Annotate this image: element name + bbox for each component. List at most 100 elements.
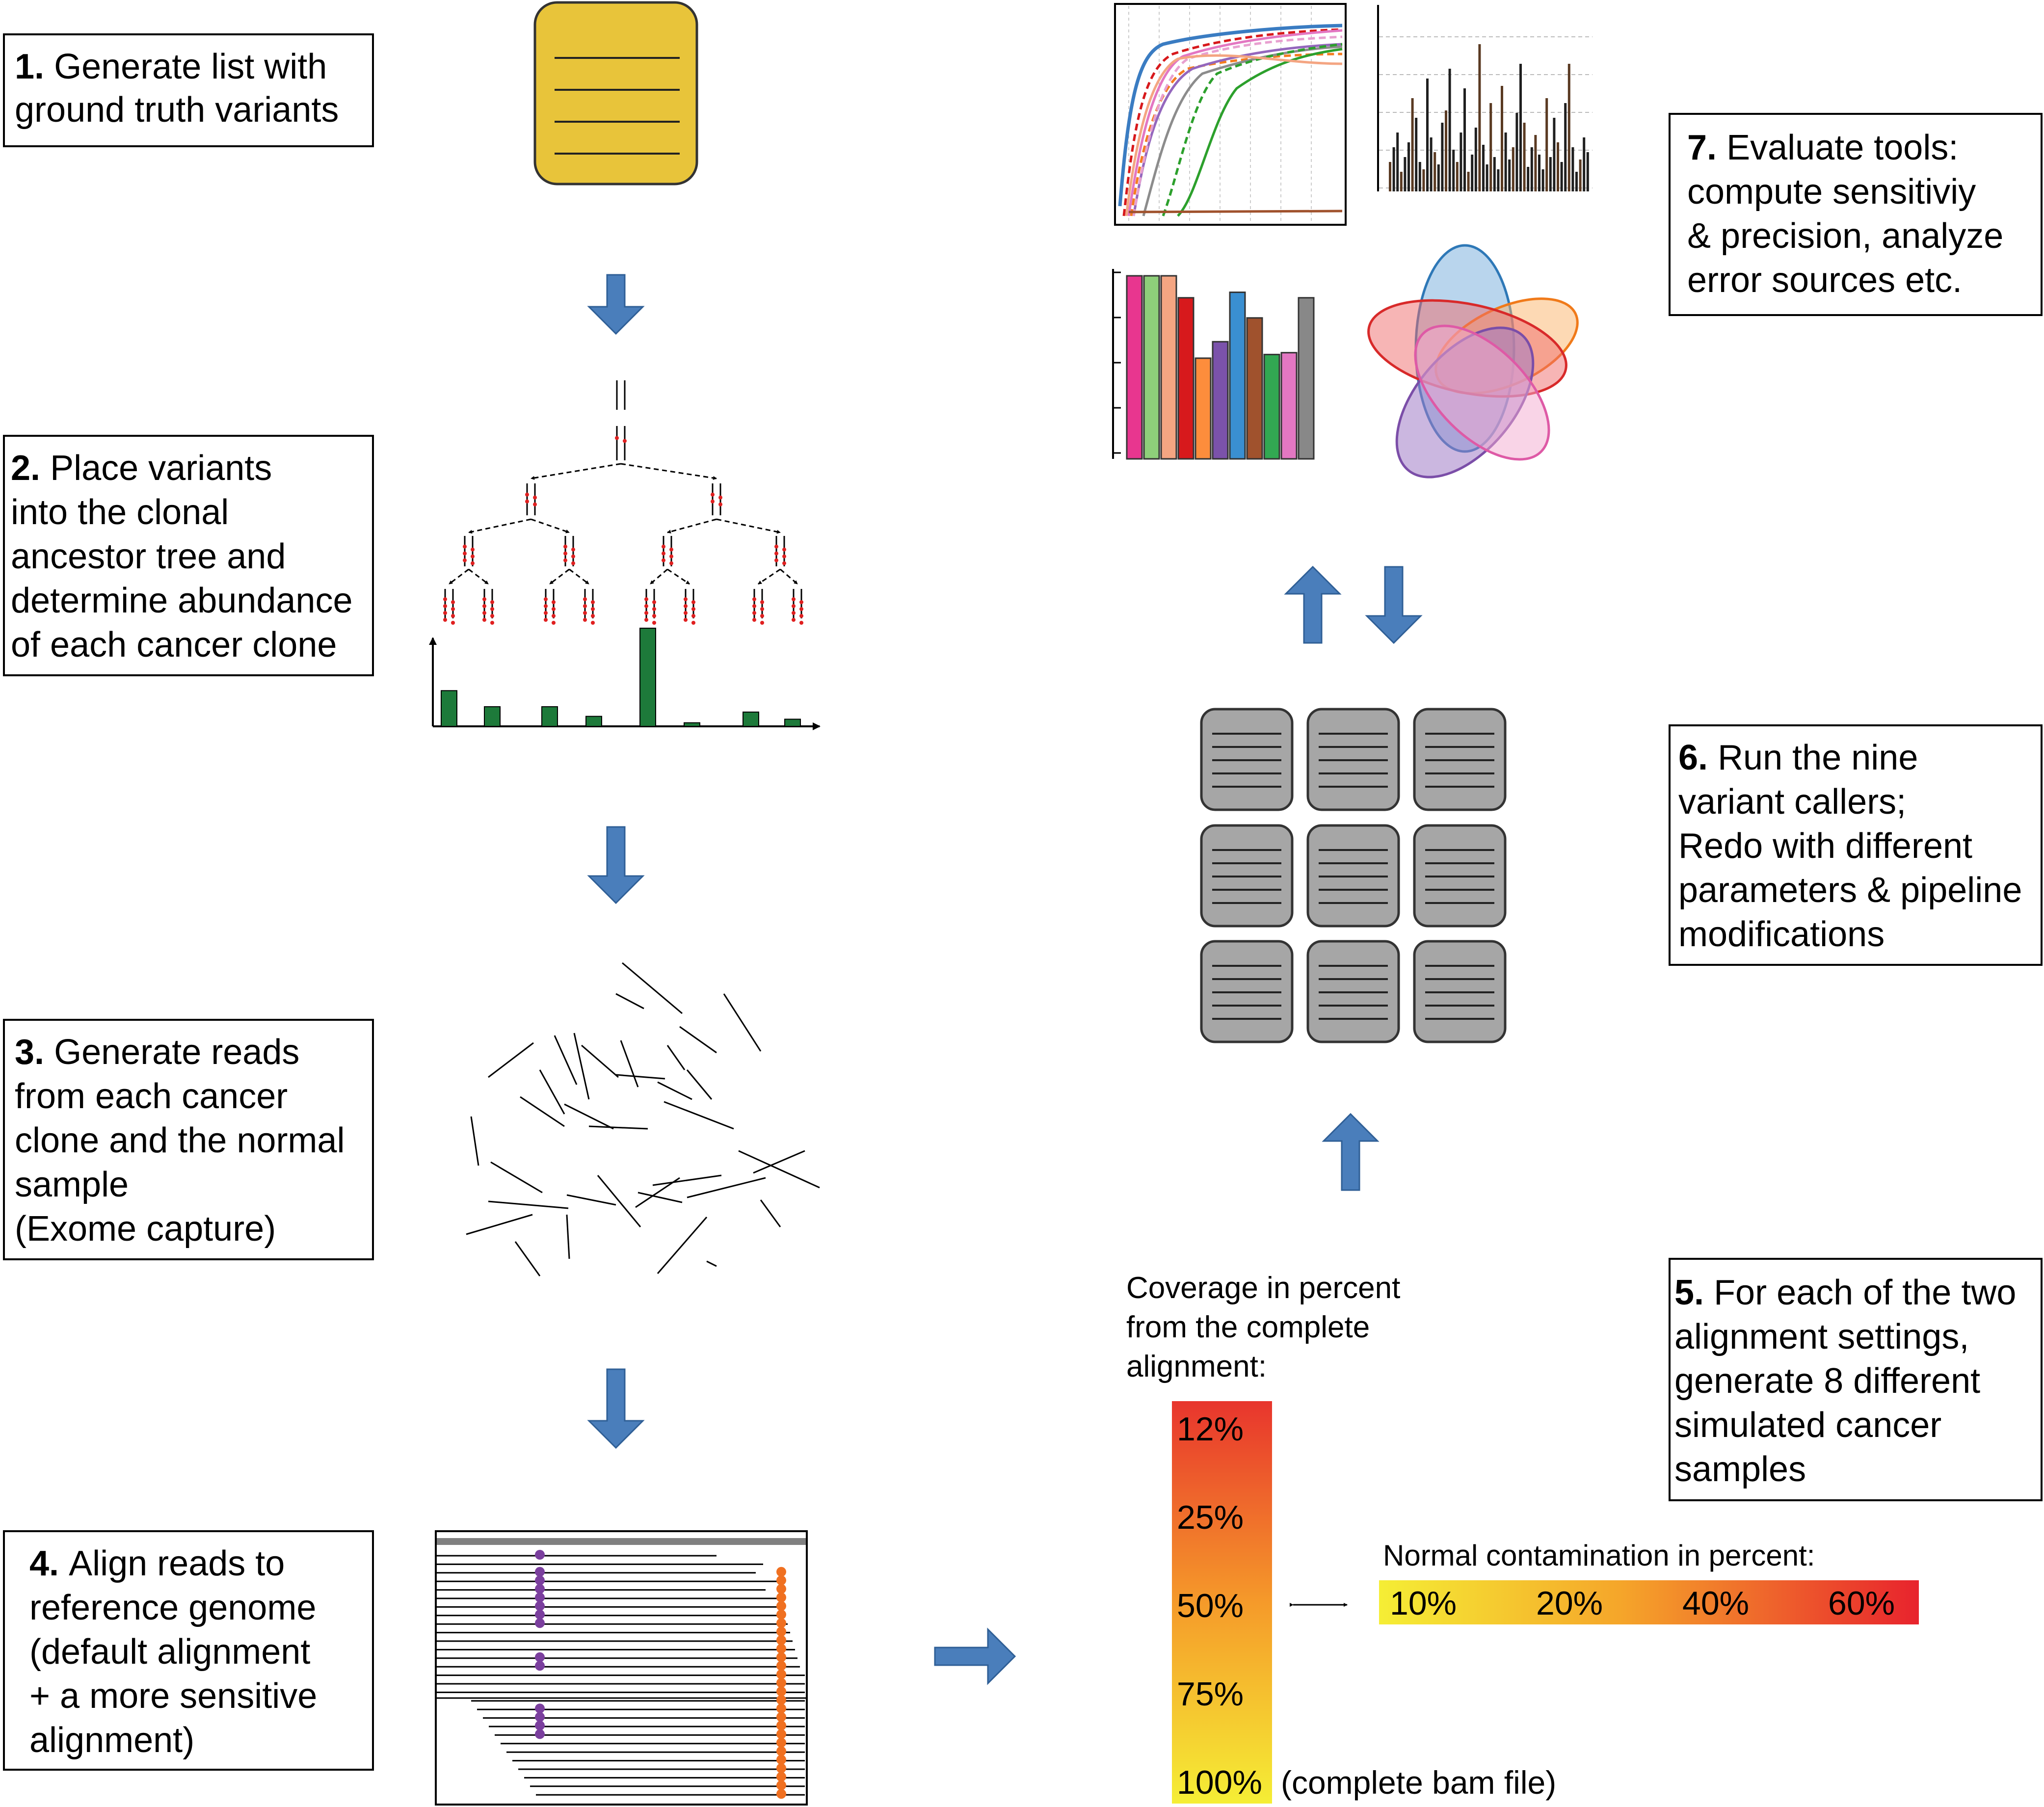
variant-dot-orange <box>776 1678 786 1688</box>
step-2-text-line: into the clonal <box>11 493 229 532</box>
sensitivity-curve <box>1125 54 1343 216</box>
mutation-mark <box>490 600 494 604</box>
sequencing-read <box>539 1069 565 1115</box>
variant-dot-orange <box>776 1737 786 1748</box>
clonal-ancestor-tree <box>443 380 803 625</box>
step-3-text-line: 3. Generate reads <box>15 1033 299 1072</box>
step-4-box: 4. Align reads to reference genome (defaul… <box>3 1530 374 1771</box>
variant-dot-orange <box>776 1584 786 1594</box>
step-1-text-line: 1. Generate list with <box>15 47 327 86</box>
flow-arrow-down <box>1365 566 1423 644</box>
sequencing-read <box>622 962 683 1014</box>
mutation-mark <box>583 597 587 601</box>
step-number: 6. <box>1678 738 1718 777</box>
coverage-note: (complete bam file) <box>1281 1764 1556 1801</box>
error-source-bar <box>1478 44 1481 191</box>
error-source-bar <box>1430 137 1433 191</box>
error-source-bar <box>1586 152 1589 191</box>
summary-bar <box>1298 297 1315 460</box>
step-6-text-line: variant callers; <box>1678 782 1906 822</box>
chromosome-pair <box>482 589 494 625</box>
sequencing-read <box>466 1214 533 1235</box>
variant-dot-purple <box>535 1609 545 1620</box>
mutation-mark <box>552 600 556 604</box>
mutation-mark <box>774 544 778 549</box>
mutation-mark <box>471 554 475 558</box>
mutation-mark <box>760 600 764 604</box>
variant-dot-purple <box>535 1584 545 1594</box>
venn-ellipse-pink <box>1414 324 1550 461</box>
chromosome-pair <box>544 589 556 625</box>
coverage-title: Coverage in percent from the complete alig… <box>1126 1271 1400 1383</box>
clone-abundance-bar <box>585 716 602 727</box>
mutation-mark <box>591 621 595 625</box>
flow-arrow-right <box>934 1627 1016 1685</box>
error-source-bar <box>1545 98 1548 191</box>
chromosome-pair <box>774 536 786 566</box>
variant-dot-orange <box>776 1609 786 1620</box>
mutation-mark <box>525 499 529 504</box>
error-source-bar <box>1463 88 1466 191</box>
mutation-mark <box>623 439 627 443</box>
flow-arrow-down <box>587 274 645 335</box>
variant-dot-purple <box>535 1661 545 1671</box>
mutation-mark <box>684 618 688 622</box>
mutation-mark <box>544 604 548 608</box>
mutation-mark <box>563 558 567 562</box>
error-source-bar <box>1530 147 1533 191</box>
lineage-edge <box>780 568 798 585</box>
error-source-bar <box>1389 162 1391 191</box>
summary-bar <box>1212 341 1229 460</box>
error-source-bar <box>1418 162 1421 191</box>
mutation-mark <box>799 607 803 611</box>
mutation-mark <box>684 597 688 601</box>
error-source-bar <box>1392 147 1395 191</box>
mutation-mark <box>669 561 673 565</box>
lineage-edge <box>468 568 489 585</box>
mutation-mark <box>652 600 656 604</box>
coverage-level-label: 75% <box>1177 1675 1244 1713</box>
mutation-mark <box>752 597 756 601</box>
mutation-mark <box>782 554 786 558</box>
mutation-mark <box>752 604 756 608</box>
clone-abundance-chart <box>429 628 821 730</box>
sequencing-read <box>738 1150 820 1189</box>
error-source-bar <box>1471 155 1474 191</box>
mutation-mark <box>782 561 786 565</box>
sequencing-read <box>490 1161 543 1194</box>
step-5-text-line: samples <box>1674 1450 1806 1489</box>
error-source-bar <box>1486 164 1488 191</box>
mutation-mark <box>451 621 455 625</box>
lineage-edge <box>716 518 781 534</box>
sequencing-read <box>488 1200 569 1209</box>
variant-dot-orange <box>776 1695 786 1705</box>
mutation-mark <box>591 614 595 618</box>
step-2-text-line: 2. Place variants <box>11 449 272 488</box>
venn-diagram <box>1367 244 1579 478</box>
chromosome-pair <box>662 536 673 566</box>
mutation-mark <box>792 604 796 608</box>
sensitivity-curve <box>1130 53 1343 216</box>
step-6-text-line: Redo with different <box>1678 826 1972 866</box>
sequencing-read <box>554 1035 578 1085</box>
sequencing-read <box>637 1192 683 1203</box>
sequencing-read <box>753 1150 805 1174</box>
variant-list-icon <box>533 1 698 186</box>
contamination-level-label: 10% <box>1390 1585 1457 1622</box>
mutation-mark <box>752 618 756 622</box>
variant-caller-server <box>1200 940 1294 1043</box>
lineage-edge <box>549 568 570 585</box>
read-alignment-view <box>435 1530 808 1806</box>
mutation-mark <box>760 607 764 611</box>
variant-dot-purple <box>535 1575 545 1586</box>
clone-abundance-bar <box>743 711 759 727</box>
step-title: Generate reads <box>54 1033 299 1072</box>
mutation-mark <box>669 554 673 558</box>
summary-bar <box>1126 275 1143 460</box>
error-source-bar <box>1583 137 1586 191</box>
mutation-mark <box>451 600 455 604</box>
coverage-gradient-bar <box>1172 1401 1272 1804</box>
step-box-frame <box>3 33 374 147</box>
variant-caller-server <box>1413 824 1507 928</box>
variant-dot-orange <box>776 1652 786 1662</box>
